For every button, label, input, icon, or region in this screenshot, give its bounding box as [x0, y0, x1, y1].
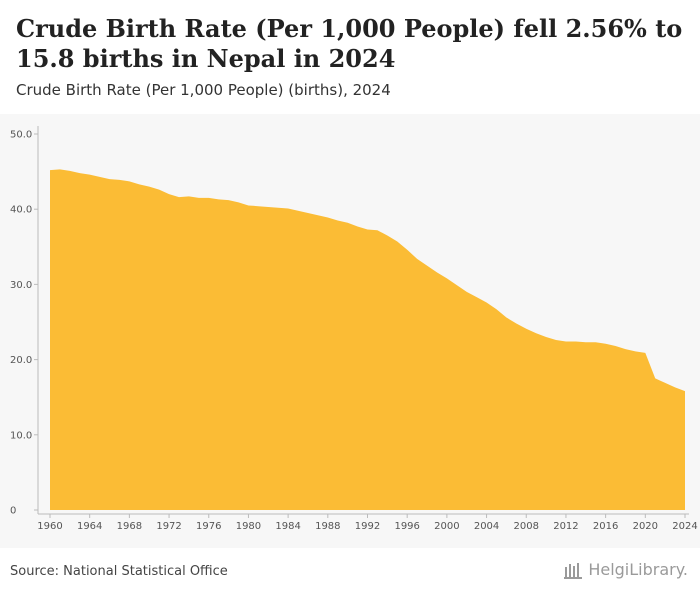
- x-tick-label: 1980: [236, 521, 261, 532]
- x-tick-label: 1960: [37, 521, 62, 532]
- x-tick-label: 1996: [394, 521, 419, 532]
- x-axis-ticks: 1960 1964 1968 1972 1976 1980 1984 1988 1992 1996…: [37, 514, 698, 532]
- y-axis-ticks: 0 10.0 20.0 30.0 40.0 50.0: [10, 130, 38, 517]
- birth-rate-area: [50, 169, 685, 510]
- chart-title: Crude Birth Rate (Per 1,000 People) fell…: [16, 14, 683, 73]
- y-tick-label: 10.0: [10, 430, 32, 441]
- x-tick-label: 2004: [474, 521, 499, 532]
- x-tick-label: 2020: [633, 521, 658, 532]
- x-tick-label: 2000: [434, 521, 459, 532]
- chart-subtitle: Crude Birth Rate (Per 1,000 People) (bir…: [16, 81, 391, 99]
- source-note: Source: National Statistical Office: [10, 564, 228, 579]
- y-tick-label: 50.0: [10, 130, 32, 141]
- x-tick-label: 2008: [514, 521, 539, 532]
- y-tick-label: 40.0: [10, 205, 32, 216]
- area-layer: [50, 169, 685, 510]
- x-tick-label: 1976: [196, 521, 221, 532]
- x-tick-label: 1964: [77, 521, 102, 532]
- library-icon: [564, 562, 583, 579]
- axis-layer: [37, 126, 689, 515]
- y-tick-label: 30.0: [10, 280, 32, 291]
- brand-text: HelgiLibrary.: [588, 560, 688, 579]
- x-tick-label: 1972: [156, 521, 181, 532]
- x-tick-label: 2024: [672, 521, 697, 532]
- x-tick-label: 2012: [553, 521, 578, 532]
- x-tick-label: 2016: [593, 521, 618, 532]
- x-tick-label: 1968: [117, 521, 142, 532]
- x-tick-label: 1984: [275, 521, 300, 532]
- brand-logo: HelgiLibrary.: [564, 560, 688, 579]
- x-tick-label: 1988: [315, 521, 340, 532]
- x-tick-label: 1992: [355, 521, 380, 532]
- y-tick-label: 20.0: [10, 355, 32, 366]
- y-tick-label: 0: [10, 506, 16, 517]
